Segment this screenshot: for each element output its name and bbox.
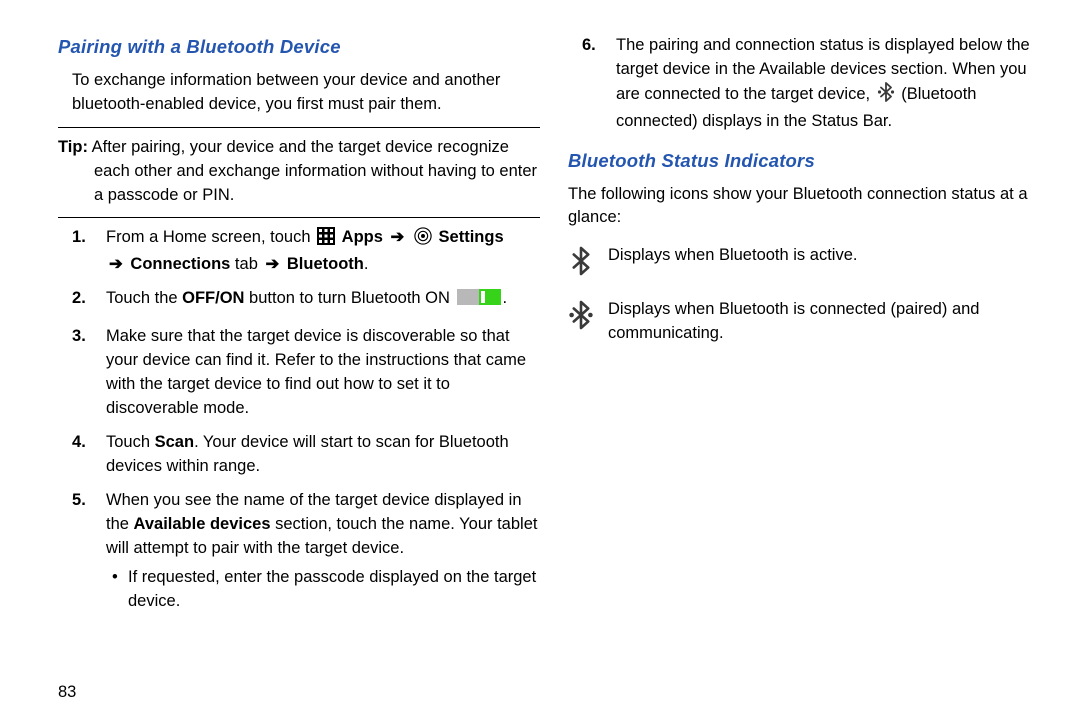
arrow-icon: ➔ bbox=[262, 255, 282, 273]
step2-offon: OFF/ON bbox=[182, 289, 244, 307]
step4-scan: Scan bbox=[155, 433, 194, 451]
bluetooth-active-icon bbox=[568, 244, 594, 284]
indicator-active-text: Displays when Bluetooth is active. bbox=[608, 244, 1050, 268]
step-2: Touch the OFF/ON button to turn Bluetoot… bbox=[72, 287, 540, 315]
arrow-icon: ➔ bbox=[106, 255, 126, 273]
step5-sublist: If requested, enter the passcode display… bbox=[106, 566, 540, 614]
step2-c: . bbox=[503, 289, 508, 307]
heading-pairing: Pairing with a Bluetooth Device bbox=[58, 34, 540, 61]
step1-settings: Settings bbox=[439, 228, 504, 246]
step1-bt: Bluetooth bbox=[287, 255, 364, 273]
right-column: The pairing and connection status is dis… bbox=[568, 34, 1050, 710]
step5-sub1: If requested, enter the passcode display… bbox=[112, 566, 540, 614]
indicator-connected-text: Displays when Bluetooth is connected (pa… bbox=[608, 298, 1050, 346]
step-6: The pairing and connection status is dis… bbox=[568, 34, 1050, 134]
step-5: When you see the name of the target devi… bbox=[72, 489, 540, 615]
page-number: 83 bbox=[58, 683, 76, 702]
left-column: Pairing with a Bluetooth Device To excha… bbox=[58, 34, 540, 710]
bluetooth-connected-icon bbox=[877, 82, 895, 110]
divider-top bbox=[58, 127, 540, 128]
tip-text-first: After pairing, your device and the targe… bbox=[92, 138, 509, 156]
toggle-on-icon bbox=[457, 287, 501, 315]
step1-a: From a Home screen, touch bbox=[106, 228, 315, 246]
tip-label: Tip: bbox=[58, 138, 88, 156]
apps-grid-icon bbox=[317, 227, 335, 253]
heading-indicators: Bluetooth Status Indicators bbox=[568, 148, 1050, 175]
indicator-row-active: Displays when Bluetooth is active. bbox=[568, 244, 1050, 284]
divider-bottom bbox=[58, 217, 540, 218]
step1-conn: Connections bbox=[130, 255, 230, 273]
bluetooth-connected-large-icon bbox=[568, 298, 594, 338]
arrow-icon: ➔ bbox=[388, 228, 408, 246]
step-4: Touch Scan. Your device will start to sc… bbox=[72, 431, 540, 479]
tip-text-rest: each other and exchange information with… bbox=[58, 160, 540, 208]
tip-block: Tip: After pairing, your device and the … bbox=[58, 136, 540, 208]
step2-a: Touch the bbox=[106, 289, 182, 307]
step-3: Make sure that the target device is disc… bbox=[72, 325, 540, 421]
step1-apps: Apps bbox=[342, 228, 383, 246]
indicators-intro: The following icons show your Bluetooth … bbox=[568, 183, 1050, 231]
steps-list: From a Home screen, touch Apps ➔ Setting… bbox=[58, 226, 540, 614]
step4-a: Touch bbox=[106, 433, 155, 451]
indicator-row-connected: Displays when Bluetooth is connected (pa… bbox=[568, 298, 1050, 346]
intro-paragraph: To exchange information between your dev… bbox=[58, 69, 540, 117]
settings-gear-icon bbox=[414, 227, 432, 253]
step2-b: button to turn Bluetooth ON bbox=[244, 289, 454, 307]
step-1: From a Home screen, touch Apps ➔ Setting… bbox=[72, 226, 540, 277]
step1-tab: tab bbox=[230, 255, 262, 273]
step5-avail: Available devices bbox=[134, 515, 271, 533]
